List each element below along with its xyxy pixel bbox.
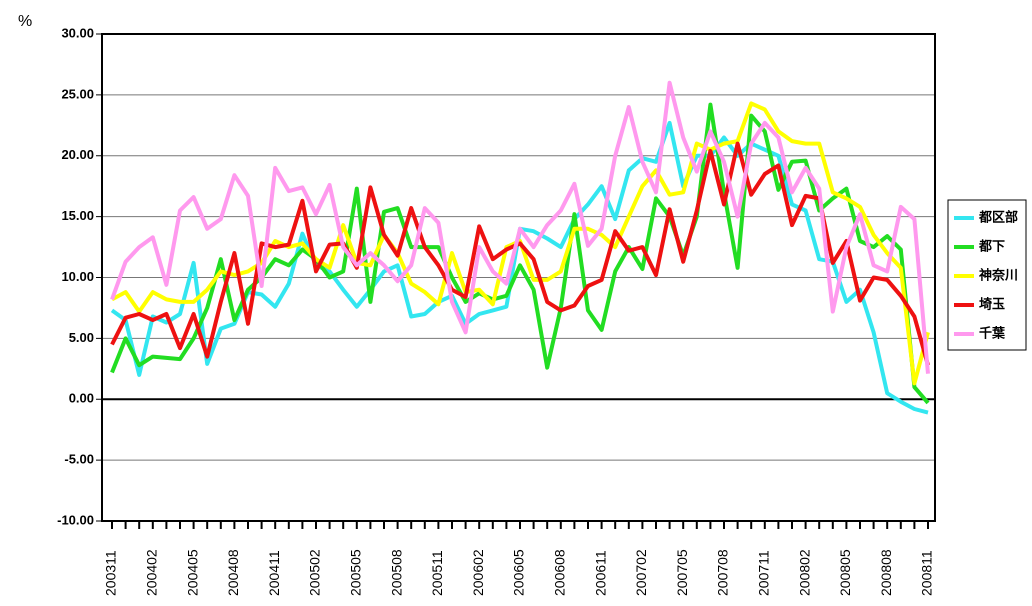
y-tick-label: 25.00 [61, 86, 94, 101]
plot-frame [101, 33, 936, 522]
x-tick-label: 200705 [674, 549, 690, 596]
y-tick-label: 5.00 [69, 330, 94, 345]
series-line [110, 141, 930, 366]
y-tick-label: 30.00 [61, 25, 94, 40]
y-tick-label: 20.00 [61, 147, 94, 162]
x-tick-label: 200405 [184, 549, 200, 596]
x-tick-label: 200805 [837, 549, 853, 596]
y-tick-label: 10.00 [61, 269, 94, 284]
y-axis-label: % [18, 13, 32, 30]
x-tick-label: 200311 [103, 550, 119, 596]
x-tick-label: 200711 [756, 550, 772, 596]
legend-label: 神奈川 [979, 267, 1018, 282]
x-tick-label: 200511 [429, 550, 445, 596]
x-tick-label: 200811 [919, 550, 935, 596]
x-tick-label: 200502 [307, 549, 323, 596]
x-tick-label: 200508 [388, 549, 404, 596]
x-tick-label: 200602 [470, 549, 486, 596]
x-tick-label: 200505 [348, 549, 364, 596]
y-tick-label: -10.00 [57, 512, 94, 527]
series-line [111, 101, 930, 386]
x-tick-label: 200802 [796, 549, 812, 596]
series-line [110, 80, 930, 374]
legend-label: 都区部 [978, 209, 1018, 224]
legend-label: 千葉 [979, 325, 1006, 340]
y-tick-label: -5.00 [64, 452, 94, 467]
x-tick-label: 200808 [878, 549, 894, 596]
x-tick-label: 200408 [225, 549, 241, 596]
legend-label: 埼玉 [979, 296, 1005, 311]
x-tick-label: 200605 [511, 549, 527, 596]
x-tick-label: 200402 [144, 549, 160, 596]
y-tick-label: 15.00 [61, 208, 94, 223]
series-line [110, 102, 930, 405]
x-tick-label: 200611 [592, 550, 608, 596]
x-tick-label: 200411 [266, 550, 282, 596]
x-tick-label: 200608 [552, 549, 568, 596]
legend-label: 都下 [978, 238, 1005, 253]
x-tick-label: 200702 [633, 549, 649, 596]
y-tick-label: 0.00 [69, 391, 94, 406]
x-tick-label: 200708 [715, 549, 731, 596]
